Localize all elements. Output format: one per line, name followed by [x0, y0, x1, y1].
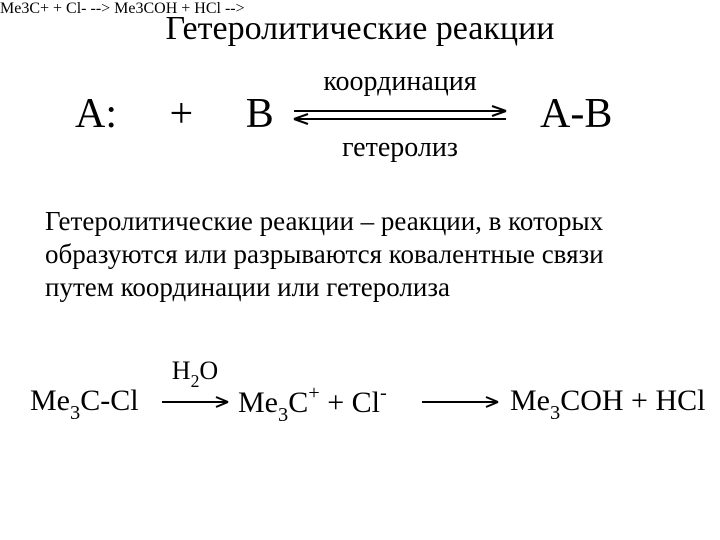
eq1-plus: + — [170, 91, 194, 137]
eq2-species-2: Me3C+ + Cl- — [238, 384, 387, 425]
eq2-species-3: Me3COH + HCl — [510, 384, 705, 423]
definition-term: Гетеролитические реакции — [45, 206, 354, 236]
arrow-icon — [420, 392, 500, 412]
definition-text: Гетеролитические реакции – реакции, в ко… — [45, 205, 675, 304]
eq1-A: A: — [75, 91, 117, 137]
arrow-icon — [160, 392, 230, 412]
heterolysis-label: гетеролиз — [290, 132, 510, 164]
equation-example: Me3C-Cl H2O Me3C+ + Cl- Me3COH + HCl — [0, 352, 720, 432]
eq2-reagent-h2o: H2O — [160, 356, 230, 390]
page-title: Гетеролитические реакции — [0, 10, 720, 48]
coordination-label: координация — [290, 66, 510, 98]
slide: Гетеролитические реакции A: + B координа… — [0, 0, 720, 540]
eq1-right: A-B — [540, 90, 612, 138]
eq2-species-1: Me3C-Cl — [30, 384, 139, 423]
equation-general: A: + B координация гетеролиз A-B — [0, 66, 720, 156]
eq1-arrow-block: координация гетеролиз — [290, 66, 510, 156]
double-arrow-icon — [290, 100, 510, 130]
eq1-B: B — [246, 91, 274, 137]
eq1-left: A: + B — [75, 90, 274, 138]
